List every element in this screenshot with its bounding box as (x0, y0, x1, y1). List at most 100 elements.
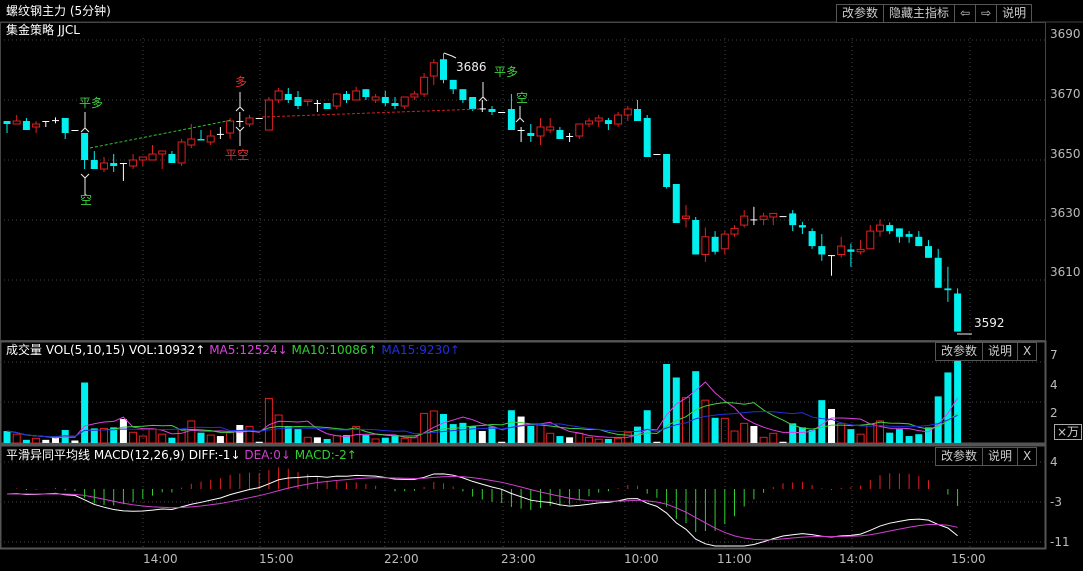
candle-body-down (527, 133, 535, 136)
volume-bar (22, 439, 30, 443)
arrow-left-icon[interactable]: ⇦ (954, 4, 977, 23)
volume-close-button[interactable]: X (1017, 342, 1038, 361)
edit-params-button[interactable]: 改参数 (836, 4, 885, 23)
candle-body-up (138, 156, 147, 161)
candle-body-flat (750, 219, 758, 221)
signal-short: 空 (516, 91, 529, 105)
volume-bar (566, 437, 574, 443)
candle-body-up (400, 96, 409, 107)
volume-bar (81, 382, 89, 443)
volume-bar-up (32, 437, 41, 444)
volume-bar (798, 427, 806, 443)
candle-body-up (303, 99, 312, 102)
candle-body-up (536, 126, 545, 137)
volume-bar-up (100, 427, 108, 444)
candle-body-up (769, 212, 778, 218)
volume-bar (255, 441, 263, 443)
volume-bar-up (720, 417, 729, 444)
candle-body-down (469, 97, 477, 109)
volume-bar (488, 426, 496, 443)
volume-bar (362, 435, 370, 443)
help-button[interactable]: 说明 (996, 4, 1033, 23)
candle-body-down (711, 236, 719, 252)
candle-body-up (100, 162, 108, 170)
volume-help-button[interactable]: 说明 (982, 342, 1019, 361)
ma5-value: MA5:12524↓ (209, 343, 288, 357)
candle-body-up (837, 245, 846, 256)
time-tick: 14:00 (143, 552, 178, 566)
volume-bar (284, 425, 292, 443)
candle-body-up (264, 99, 273, 131)
candle-body-down (90, 160, 98, 169)
volume-bar (934, 396, 942, 443)
candle-body-up (759, 215, 768, 220)
candle-body-down (604, 120, 612, 124)
candle-body-down (381, 97, 389, 103)
macd-close-button[interactable]: X (1017, 447, 1038, 466)
candle-body-up (12, 120, 21, 125)
signal-short: 空 (80, 193, 93, 207)
candle-body-up (866, 230, 875, 250)
volume-bar (236, 424, 244, 443)
volume-bar (886, 432, 894, 443)
volume-bar-up (226, 432, 235, 444)
candle-body-down (798, 225, 806, 228)
hide-main-indicator-button[interactable]: 隐藏主指标 (883, 4, 956, 23)
volume-toolbar: 改参数 说明 X (935, 342, 1038, 361)
volume-bar (828, 408, 835, 443)
volume-bar-up (585, 436, 593, 444)
macd-tick: -3 (1050, 495, 1062, 509)
volume-bar (711, 417, 719, 443)
volume-title: 成交量 VOL(5,10,15) (6, 343, 126, 357)
macd-help-button[interactable]: 说明 (982, 447, 1019, 466)
volume-bar-up (400, 437, 409, 444)
volume-bar (915, 434, 923, 443)
time-tick: 22:00 (384, 552, 419, 566)
chart-title: 螺纹钢主力 (5分钟) (6, 4, 111, 18)
volume-bar (119, 419, 127, 443)
candle-body-down (672, 184, 680, 223)
candle-body-up (614, 114, 623, 125)
candle-body-up (206, 135, 215, 143)
signal-long: 多 (235, 75, 248, 89)
price-tick: 3630 (1050, 206, 1081, 220)
volume-bar-up (206, 434, 215, 444)
short-trend-line (261, 108, 481, 118)
candle-body-down (905, 234, 913, 237)
candle-body-down (886, 225, 894, 232)
volume-value: VOL:10932↑ (128, 343, 206, 357)
candle-body-flat (653, 154, 661, 155)
candle-body-up (856, 248, 865, 253)
candle-body-down (692, 220, 700, 255)
arrow-right-icon[interactable]: ⇨ (975, 4, 998, 23)
volume-edit-params-button[interactable]: 改参数 (935, 342, 984, 361)
candle-body-up (876, 224, 884, 232)
arrow-down-icon (80, 127, 90, 133)
volume-tick: 7 (1050, 348, 1058, 362)
volume-bar (925, 427, 932, 443)
volume-bar (663, 363, 671, 443)
candle-body-down (643, 118, 651, 157)
macd-edit-params-button[interactable]: 改参数 (935, 447, 984, 466)
volume-bar-up (177, 428, 186, 444)
volume-bar (294, 429, 302, 443)
volume-bar (527, 425, 535, 443)
volume-bar-up (701, 399, 710, 444)
time-tick: 11:00 (717, 552, 752, 566)
volume-unit-button[interactable]: ×万 (1054, 424, 1083, 440)
volume-bar-up (264, 397, 273, 444)
volume-tick: 2 (1050, 406, 1058, 420)
volume-bar (905, 436, 913, 443)
volume-bar-up (856, 433, 865, 444)
volume-bar (3, 431, 11, 443)
signal-close-long: 平多 (494, 65, 519, 79)
volume-bar-up (837, 422, 846, 444)
signal-close-short: 平空 (225, 148, 250, 162)
candle-body-up (371, 96, 380, 101)
volume-bar (789, 423, 797, 443)
volume-bar (110, 427, 118, 443)
ma15-value: MA15:9230↑ (381, 343, 460, 357)
time-tick: 10:00 (624, 552, 659, 566)
candle-body-flat (52, 120, 59, 122)
volume-bar-up (158, 433, 167, 444)
